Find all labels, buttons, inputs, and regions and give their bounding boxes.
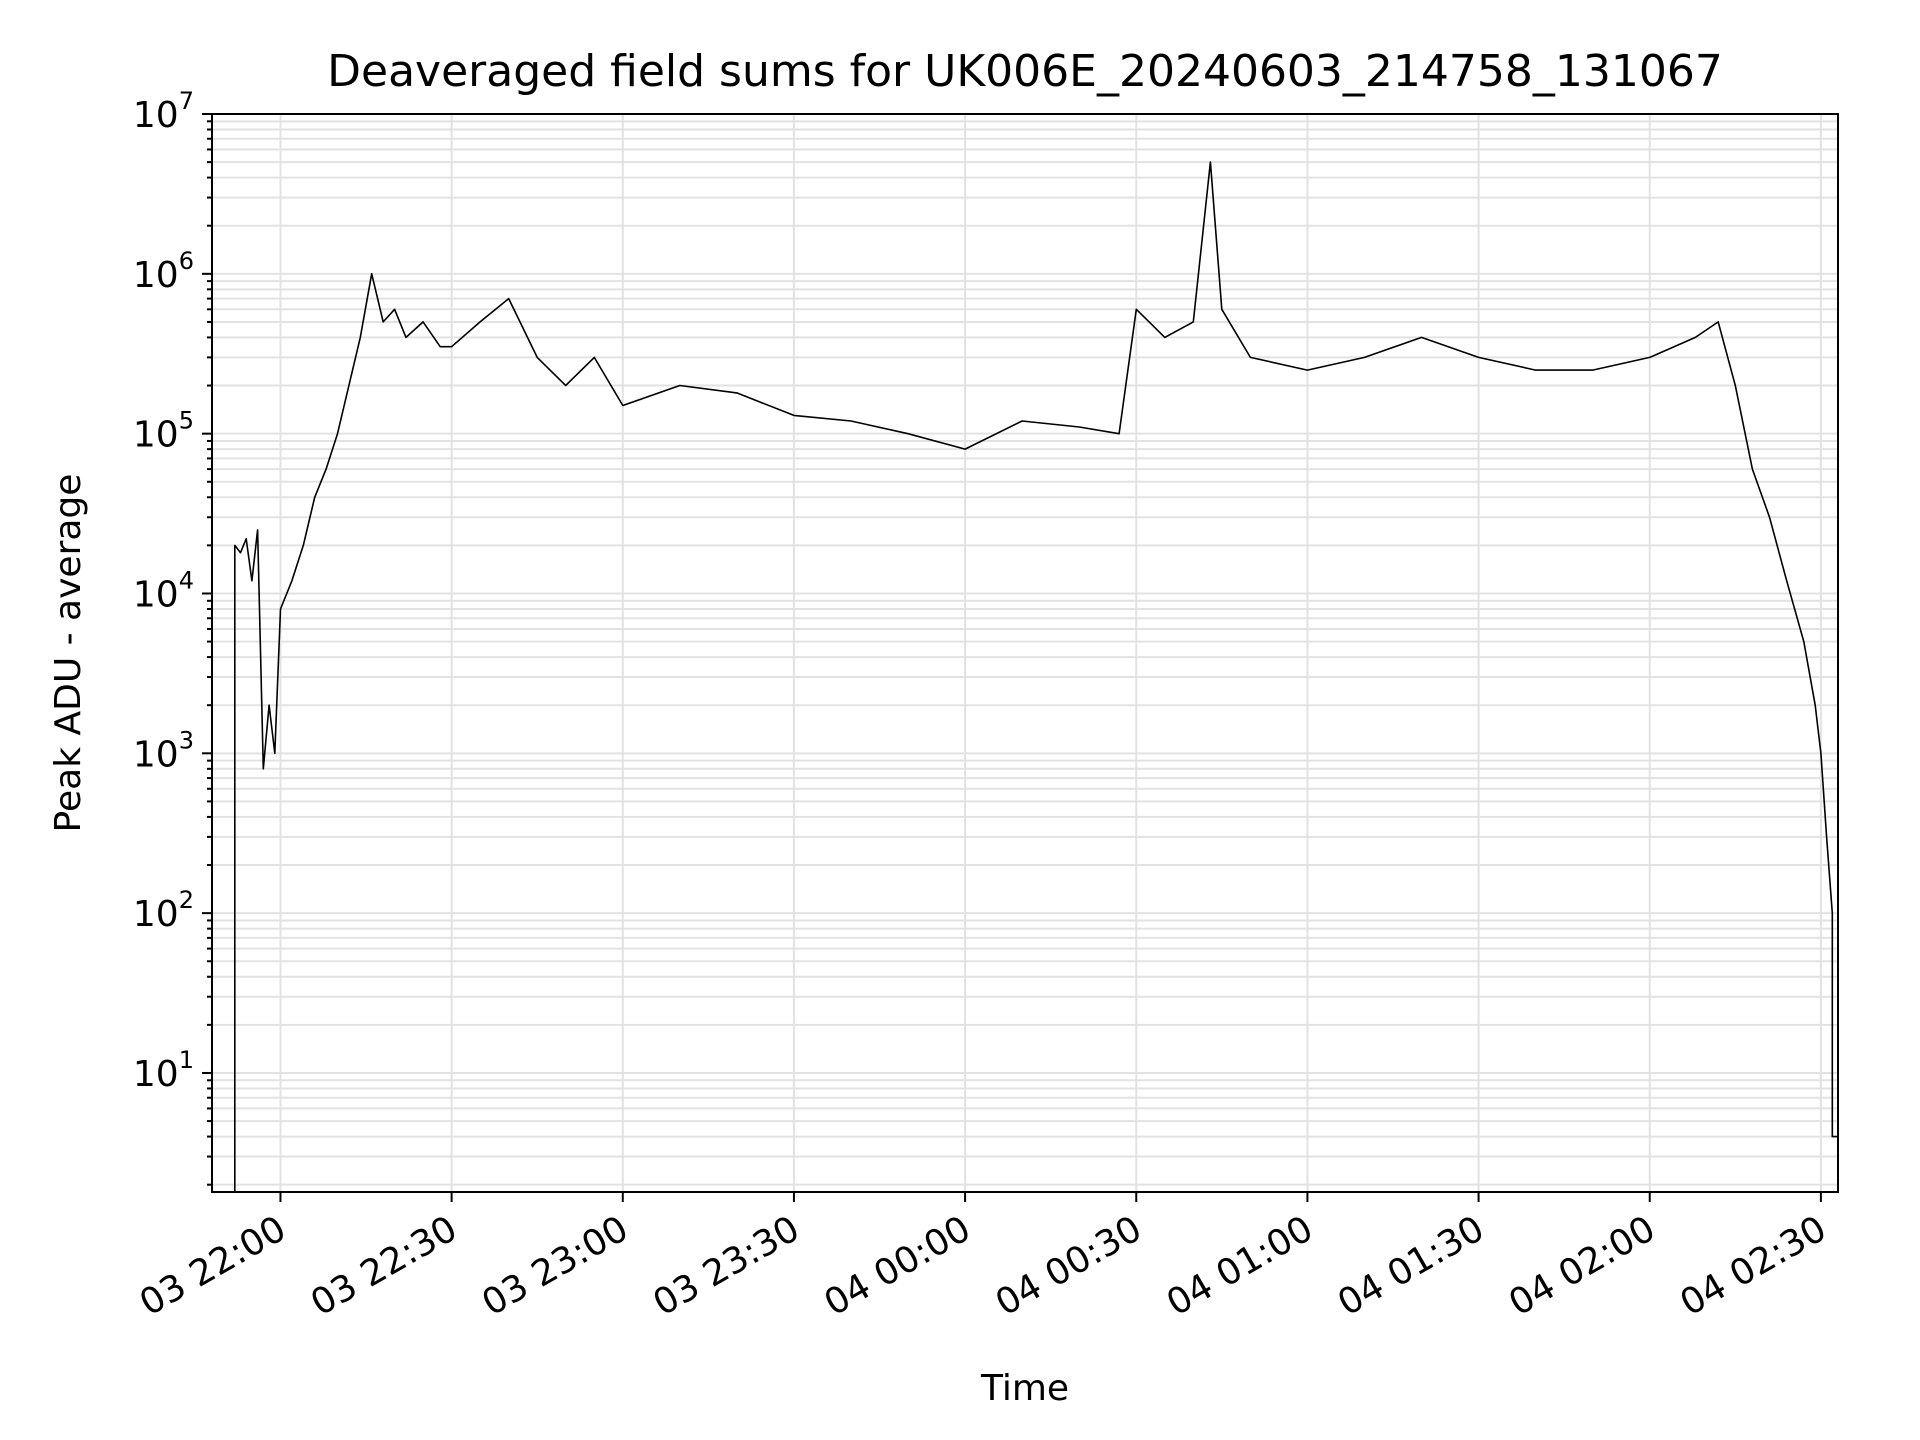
y-tick-label: 102: [133, 886, 194, 935]
x-tick-label: 04 02:00: [1502, 1208, 1662, 1324]
x-tick-label: 04 02:30: [1673, 1208, 1833, 1324]
chart-title: Deaveraged field sums for UK006E_2024060…: [327, 46, 1723, 97]
x-tick-label: 04 01:00: [1160, 1208, 1320, 1324]
y-tick-label: 107: [133, 87, 194, 136]
x-tick-label: 03 23:30: [647, 1208, 807, 1324]
y-tick-label: 101: [133, 1046, 194, 1095]
grid-lines: [212, 113, 1838, 1192]
y-axis-ticks: 101 102 103 104 105 106 107: [133, 87, 212, 1186]
y-axis-label: Peak ADU - average: [48, 474, 89, 833]
y-tick-label: 106: [133, 247, 194, 296]
y-tick-label: 103: [133, 726, 194, 775]
x-axis-ticks: 03 22:00 03 22:30 03 23:00 03 23:30 04 00:00…: [133, 1192, 1833, 1324]
x-tick-label: 04 01:30: [1331, 1208, 1491, 1324]
y-tick-label: 105: [133, 407, 194, 456]
data-line: [234, 161, 1838, 1192]
x-tick-label: 03 22:00: [133, 1208, 293, 1324]
x-tick-label: 03 23:00: [475, 1208, 635, 1324]
x-axis-label: Time: [980, 1368, 1069, 1409]
plot-frame: [211, 113, 1839, 1193]
x-tick-label: 04 00:30: [989, 1208, 1149, 1324]
y-tick-label: 104: [133, 566, 194, 615]
x-tick-label: 03 22:30: [304, 1208, 464, 1324]
x-tick-label: 04 00:00: [818, 1208, 978, 1324]
series-line: [234, 161, 1838, 1192]
